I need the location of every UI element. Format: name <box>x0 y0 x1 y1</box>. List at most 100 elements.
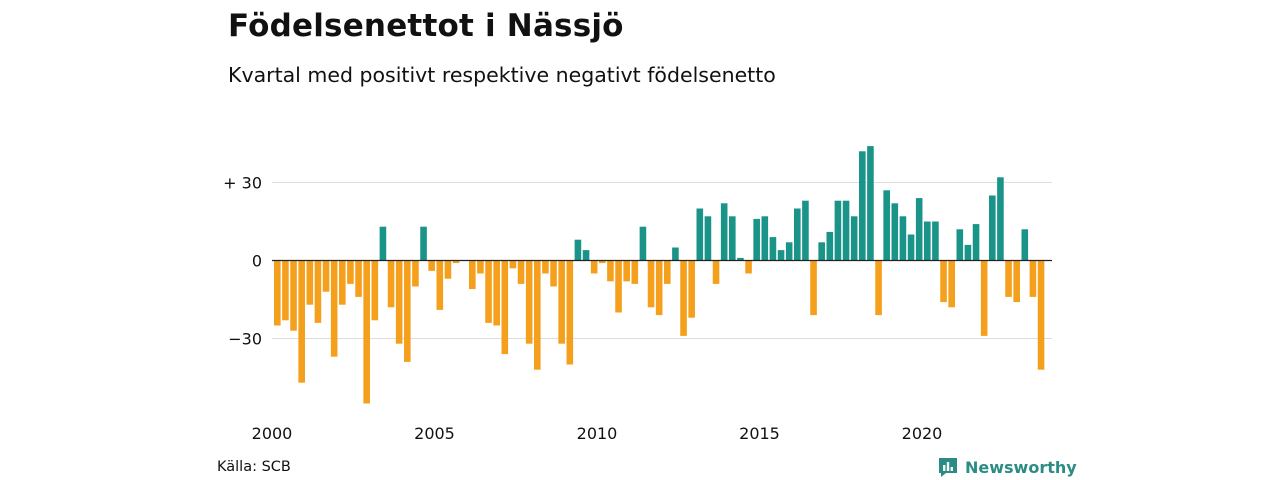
bar <box>777 250 785 261</box>
bar <box>720 203 728 261</box>
bar <box>395 260 403 344</box>
source-note: Källa: SCB <box>217 459 291 475</box>
chart-title: Födelsenettot i Nässjö <box>228 8 624 44</box>
x-tick-label: 2010 <box>577 424 618 443</box>
bar <box>932 221 939 261</box>
bar <box>802 200 809 261</box>
bar <box>607 260 614 282</box>
bar <box>509 260 517 269</box>
bar <box>672 247 679 261</box>
bar <box>306 260 314 305</box>
bar <box>1005 260 1012 297</box>
bar <box>599 260 606 264</box>
bar <box>737 257 744 261</box>
bar <box>875 260 882 316</box>
bar <box>493 260 500 326</box>
bar <box>785 242 793 261</box>
bar <box>290 260 297 331</box>
bar <box>907 234 915 261</box>
bar <box>769 237 777 261</box>
bar <box>924 221 931 261</box>
bar <box>420 226 427 261</box>
bar <box>517 260 525 284</box>
bar <box>412 260 419 287</box>
bar <box>753 218 760 261</box>
chart-subtitle: Kvartal med positivt respektive negativt… <box>228 63 776 87</box>
bar <box>1029 260 1037 297</box>
bar <box>883 190 890 261</box>
bar <box>956 229 964 261</box>
bar <box>1013 260 1020 303</box>
bar <box>550 260 557 287</box>
bar <box>834 200 842 261</box>
bar <box>631 260 639 284</box>
bar <box>915 198 923 261</box>
bar <box>810 260 817 316</box>
bar <box>330 260 338 357</box>
bar-chart: + 30 0 −30 2000 2005 2010 2015 2020 <box>223 146 1052 443</box>
y-tick-label: + 30 <box>223 174 262 193</box>
brand-logo: Newsworthy <box>937 456 1077 478</box>
bar <box>964 244 972 261</box>
bar <box>469 260 476 290</box>
bar <box>404 260 411 362</box>
bar <box>842 200 850 261</box>
bar <box>1021 229 1029 261</box>
bar <box>436 260 444 310</box>
bar <box>371 260 379 321</box>
bar <box>688 260 695 318</box>
bar <box>826 231 834 261</box>
bar <box>363 260 370 404</box>
bar <box>745 260 752 274</box>
bar <box>477 260 484 274</box>
bar <box>891 203 899 261</box>
bar <box>355 260 362 297</box>
bar <box>274 260 281 326</box>
bar <box>1037 260 1045 370</box>
bar <box>623 260 630 282</box>
bar <box>867 146 874 261</box>
bar <box>339 260 346 305</box>
bar <box>566 260 574 365</box>
y-tick-label: 0 <box>252 252 262 271</box>
x-axis-ticks: 2000 2005 2010 2015 2020 <box>252 424 943 443</box>
bar <box>680 260 687 336</box>
bar <box>696 208 704 261</box>
bar <box>558 260 565 344</box>
bar <box>428 260 435 271</box>
bar <box>948 260 955 308</box>
bar <box>647 260 655 308</box>
bar <box>347 260 354 284</box>
bar <box>387 260 395 308</box>
bar <box>972 224 980 261</box>
bar <box>615 260 622 313</box>
y-tick-label: −30 <box>228 330 262 349</box>
bar-chart-speech-icon <box>939 458 957 477</box>
bar <box>997 177 1004 261</box>
y-axis-ticks: + 30 0 −30 <box>223 174 262 349</box>
bar <box>980 260 988 336</box>
bar <box>989 195 996 261</box>
bar <box>639 226 647 261</box>
x-tick-label: 2020 <box>902 424 943 443</box>
bar <box>655 260 663 316</box>
bar <box>452 260 460 264</box>
bar <box>664 260 671 284</box>
bar <box>590 260 598 274</box>
bar <box>729 216 736 261</box>
bars <box>274 146 1045 404</box>
x-tick-label: 2015 <box>739 424 780 443</box>
bar <box>322 260 330 292</box>
bar <box>525 260 533 344</box>
bar <box>298 260 305 383</box>
bar <box>582 250 590 261</box>
bar <box>940 260 947 303</box>
brand-name: Newsworthy <box>965 457 1077 477</box>
bar <box>712 260 720 284</box>
bar <box>282 260 289 321</box>
bar <box>534 260 541 370</box>
bar <box>314 260 322 323</box>
x-tick-label: 2005 <box>414 424 455 443</box>
bar <box>704 216 712 261</box>
bar <box>818 242 825 261</box>
